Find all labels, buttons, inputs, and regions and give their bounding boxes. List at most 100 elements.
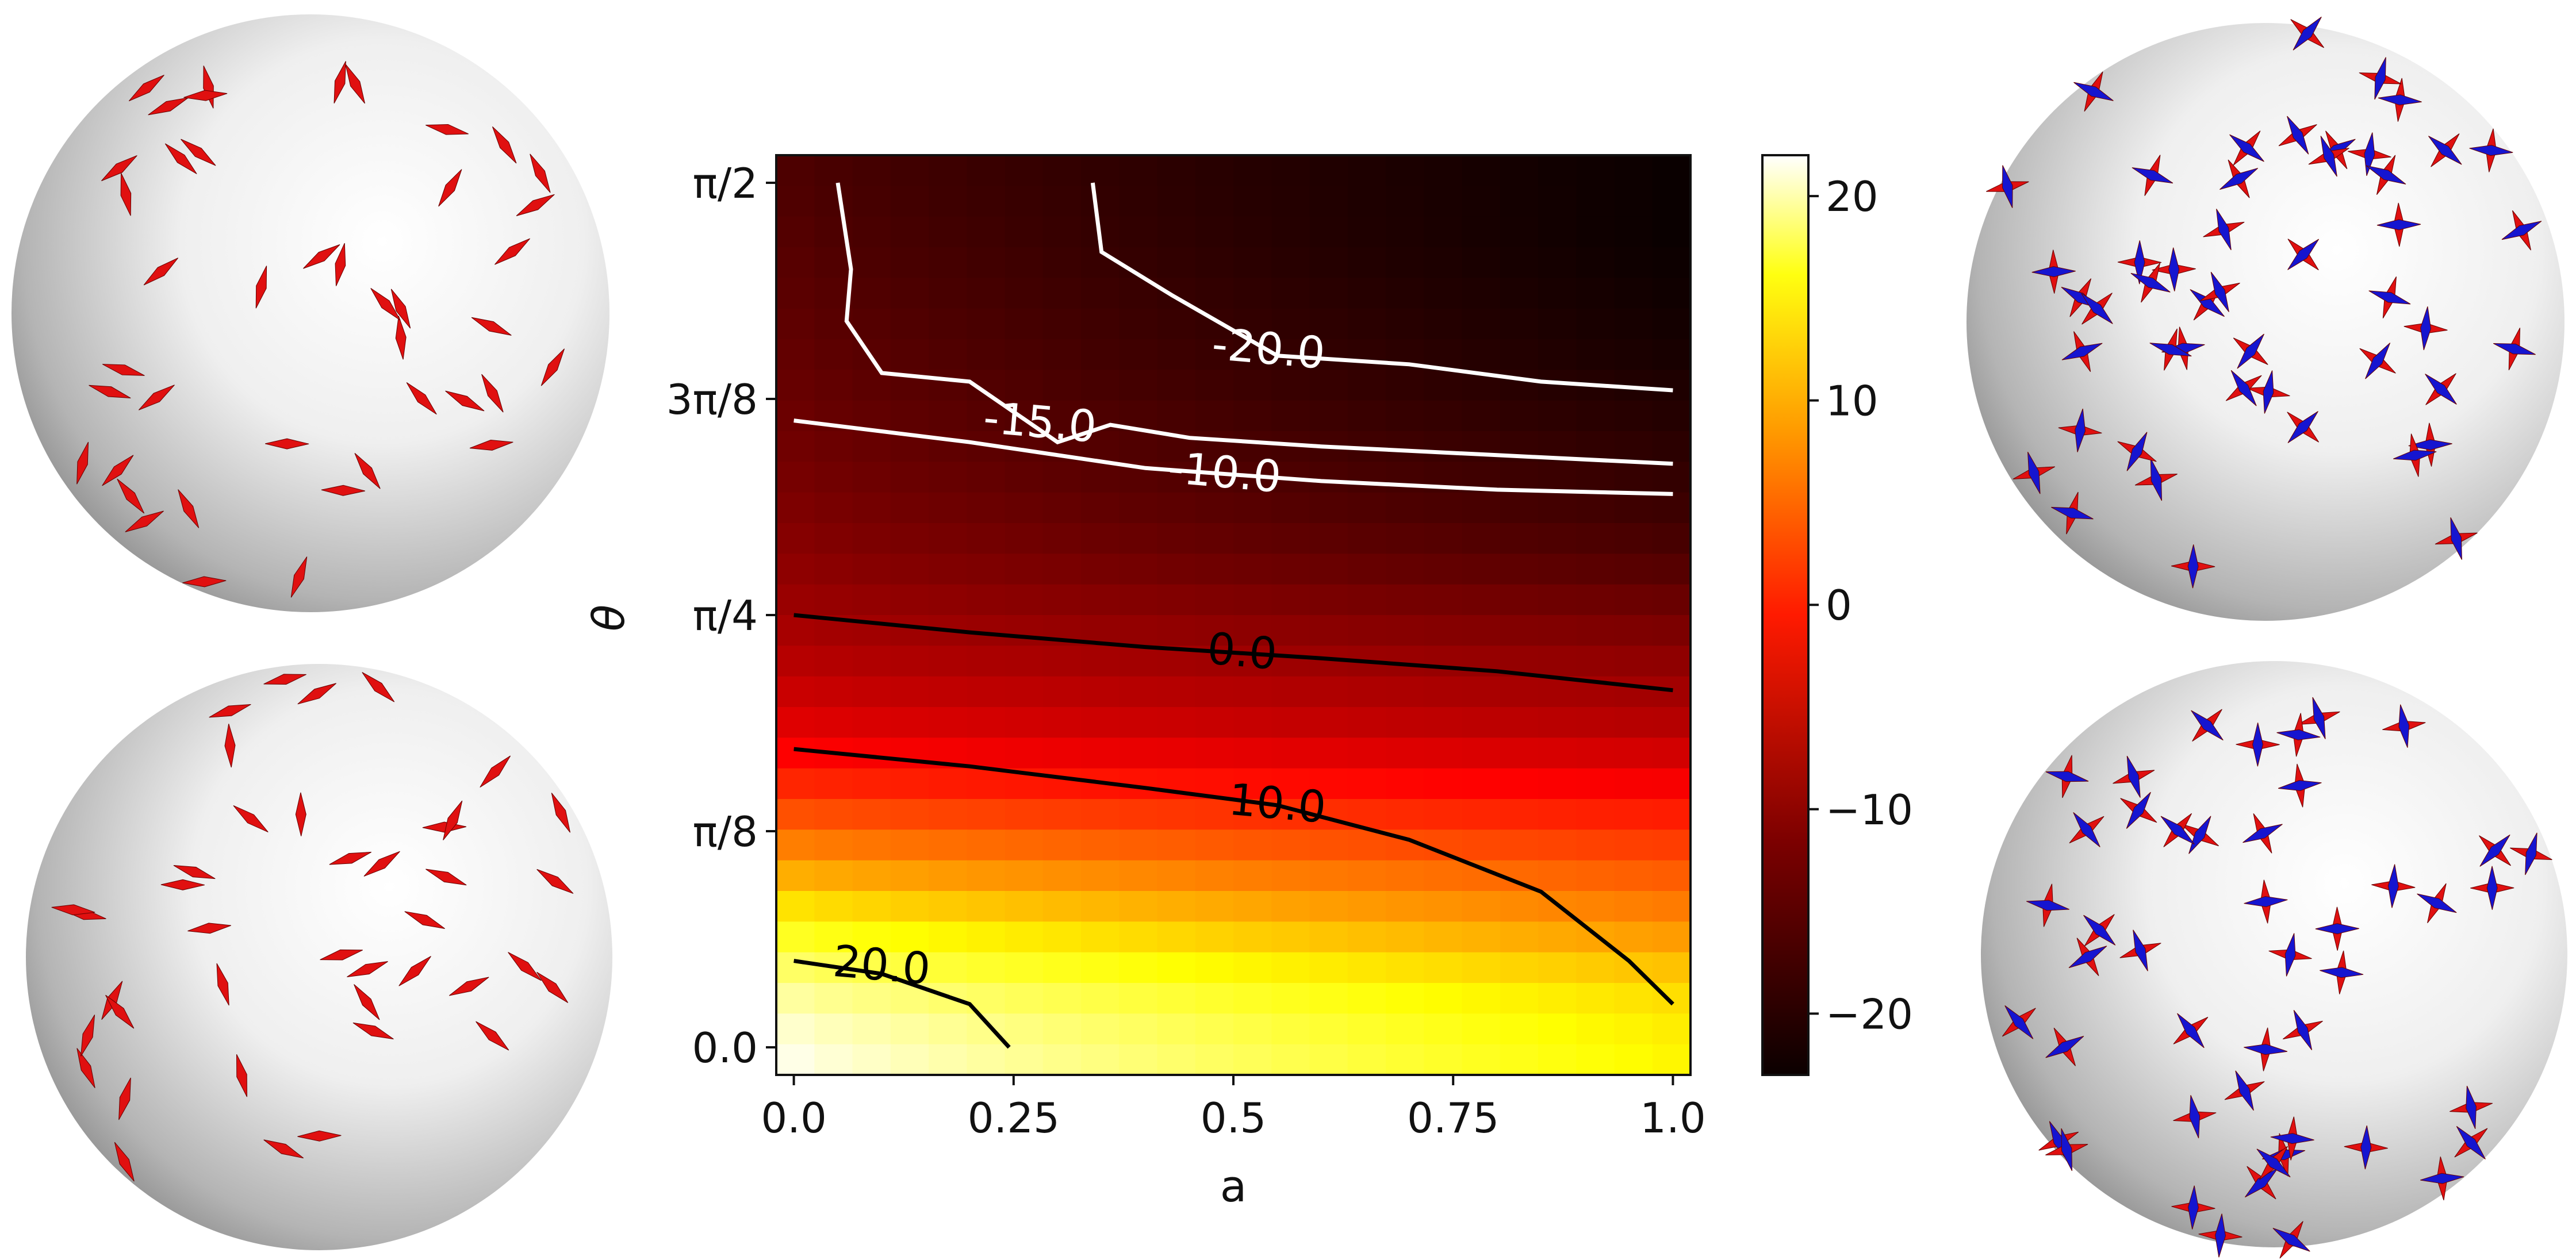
heatmap-cell xyxy=(1614,983,1653,1015)
sphere-arrow xyxy=(443,800,463,840)
heatmap-cell xyxy=(1424,646,1463,677)
heatmap-cell xyxy=(929,492,968,524)
heatmap-cell xyxy=(1347,707,1387,739)
sphere-arrow xyxy=(2312,697,2326,739)
sphere-arrow xyxy=(2420,306,2432,351)
heatmap-cell xyxy=(1386,186,1425,217)
heatmap-cell xyxy=(1538,400,1577,432)
heatmap-cell xyxy=(1424,983,1463,1015)
heatmap-cell xyxy=(1042,339,1082,371)
heatmap-cell xyxy=(1309,400,1348,432)
sphere-arrow xyxy=(297,683,336,705)
heatmap-cell xyxy=(1614,308,1653,340)
heatmap-cell xyxy=(852,523,891,555)
heatmap-cell xyxy=(1005,646,1044,677)
heatmap-cell xyxy=(814,584,853,616)
heatmap-cell xyxy=(814,860,853,892)
heatmap-cell xyxy=(1576,339,1615,371)
heatmap-cell xyxy=(1652,278,1690,309)
heatmap-cell xyxy=(1081,584,1120,616)
heatmap-cell xyxy=(1157,615,1196,647)
heatmap-cell xyxy=(1347,952,1387,984)
heatmap-cell xyxy=(1271,615,1310,647)
heatmap-cell xyxy=(929,216,968,248)
heatmap-cell xyxy=(1614,799,1653,831)
heatmap-cell xyxy=(1195,523,1235,555)
heatmap-cell xyxy=(1538,1044,1577,1075)
x-tick-label: 0.25 xyxy=(968,1094,1060,1142)
heatmap-cell xyxy=(1424,768,1463,800)
heatmap-cell xyxy=(776,737,815,769)
heatmap-cell xyxy=(1081,308,1120,340)
sphere-arrow xyxy=(182,576,227,587)
heatmap-cell xyxy=(776,278,815,309)
sphere-arrow xyxy=(2284,933,2296,977)
sphere-arrow xyxy=(334,61,346,103)
heatmap-cell xyxy=(1005,952,1044,984)
heatmap-cell xyxy=(1424,737,1463,769)
heatmap-cell xyxy=(967,584,1006,616)
sphere-arrow xyxy=(335,243,346,286)
heatmap-cell xyxy=(1195,431,1235,463)
heatmap-cell xyxy=(1538,462,1577,493)
heatmap-cell xyxy=(929,952,968,984)
contour-label: -10.0 xyxy=(1166,441,1283,502)
heatmap-cell xyxy=(1233,431,1272,463)
heatmap-cell xyxy=(1081,1013,1120,1045)
heatmap-cell xyxy=(1005,921,1044,953)
heatmap-cell xyxy=(1347,216,1387,248)
heatmap-cell xyxy=(1576,431,1615,463)
heatmap-cell xyxy=(852,737,891,769)
heatmap-cell xyxy=(1500,155,1539,187)
heatmap-cell xyxy=(1386,400,1425,432)
heatmap-cell xyxy=(776,891,815,923)
heatmap-cell xyxy=(1081,983,1120,1015)
sphere-arrow xyxy=(2229,134,2264,162)
colorbar-tick-label: −10 xyxy=(1826,786,1913,834)
heatmap-plot: 20.0 10.0 0.0 -10.0 -15.0 -20.0 0.0 0.25 0.5 0.7… xyxy=(583,154,1706,1212)
heatmap-cell xyxy=(929,523,968,555)
heatmap-cell xyxy=(852,186,891,217)
heatmap-cell xyxy=(1386,308,1425,340)
heatmap-cell xyxy=(852,492,891,524)
heatmap-cell xyxy=(814,339,853,371)
heatmap-cell xyxy=(929,186,968,217)
heatmap-cell xyxy=(1462,615,1501,647)
heatmap-cell xyxy=(1042,186,1082,217)
heatmap-cell xyxy=(1005,492,1044,524)
sphere-arrow xyxy=(2189,1095,2201,1139)
heatmap-cell xyxy=(1233,339,1272,371)
heatmap-cell xyxy=(1347,891,1387,923)
heatmap-cell xyxy=(1119,554,1158,585)
heatmap-cell xyxy=(1500,737,1539,769)
heatmap-cell xyxy=(1652,247,1690,279)
colorbar-tick-label: 10 xyxy=(1826,377,1879,425)
heatmap-cell xyxy=(1119,370,1158,401)
heatmap-cell xyxy=(1652,523,1690,555)
sphere-arrow xyxy=(76,441,89,485)
sphere-arrow xyxy=(164,143,197,174)
heatmap-cell xyxy=(1576,707,1615,739)
heatmap-cell xyxy=(1081,1044,1120,1075)
sphere-arrow xyxy=(2068,946,2107,969)
heatmap-cell xyxy=(890,247,930,279)
sphere-arrow xyxy=(2368,290,2411,305)
heatmap-cell xyxy=(1157,921,1196,953)
heatmap-cell xyxy=(967,768,1006,800)
heatmap-cell xyxy=(1195,829,1235,861)
heatmap-cell xyxy=(1576,891,1615,923)
heatmap-cell xyxy=(1042,155,1082,187)
sphere-arrow xyxy=(471,317,512,336)
sphere-arrow xyxy=(2256,1148,2291,1178)
sphere-arrow xyxy=(492,126,517,164)
heatmap-cell xyxy=(852,278,891,309)
heatmap-cell xyxy=(1005,737,1044,769)
heatmap-cell xyxy=(1157,983,1196,1015)
heatmap-cell xyxy=(1652,308,1690,340)
heatmap-cell xyxy=(1614,737,1653,769)
heatmap-cell xyxy=(890,492,930,524)
heatmap-cell xyxy=(776,646,815,677)
sphere-arrow xyxy=(404,911,445,929)
contour-label: 0.0 xyxy=(1205,623,1279,679)
sphere-arrow xyxy=(481,374,504,413)
